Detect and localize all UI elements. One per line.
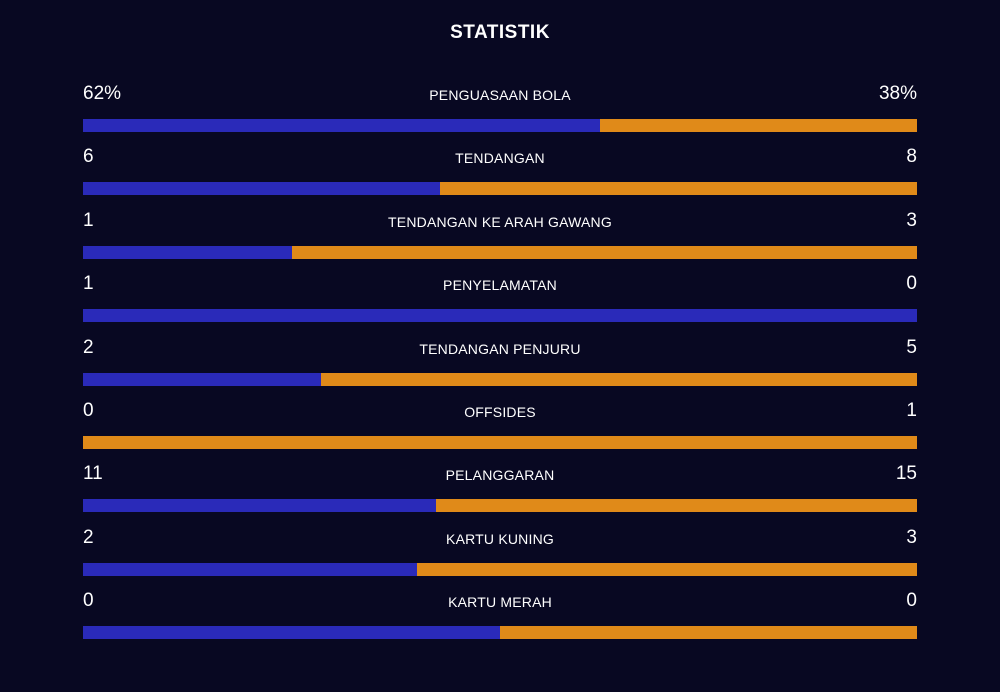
stat-header: 0 OFFSIDES 1 [83, 396, 917, 428]
away-value: 3 [906, 209, 917, 231]
stat-row: 6 TENDANGAN 8 [83, 142, 917, 205]
stat-label: KARTU MERAH [448, 594, 552, 611]
stat-header: 1 PENYELAMATAN 0 [83, 269, 917, 301]
away-value: 0 [906, 590, 917, 612]
away-value: 1 [906, 399, 917, 421]
stat-label: TENDANGAN PENJURU [419, 340, 581, 357]
stat-header: 0 KARTU MERAH 0 [83, 586, 917, 618]
home-value: 0 [83, 399, 94, 421]
home-value: 0 [83, 590, 94, 612]
away-value: 3 [906, 526, 917, 548]
stat-row: 2 KARTU KUNING 3 [83, 523, 917, 586]
home-value: 11 [83, 463, 103, 485]
comparison-bar [83, 562, 917, 576]
stat-label: PELANGGARAN [445, 467, 555, 484]
stat-header: 11 PELANGGARAN 15 [83, 459, 917, 491]
comparison-bar [83, 626, 917, 640]
home-value: 1 [83, 273, 94, 295]
stat-row: 1 PENYELAMATAN 0 [83, 269, 917, 332]
stat-row: 0 KARTU MERAH 0 [83, 586, 917, 649]
home-bar-fill [83, 245, 292, 259]
comparison-bar [83, 119, 917, 132]
home-bar-fill [83, 119, 601, 132]
away-value: 0 [906, 273, 917, 295]
comparison-bar [83, 182, 917, 196]
home-bar-fill [83, 499, 436, 513]
home-bar-fill [83, 182, 441, 196]
stat-label: TENDANGAN KE ARAH GAWANG [388, 213, 612, 230]
stat-row: 11 PELANGGARAN 15 [83, 459, 917, 522]
comparison-bar [83, 372, 917, 386]
home-value: 62% [83, 83, 122, 104]
comparison-bar [83, 435, 917, 449]
stat-header: 6 TENDANGAN 8 [83, 142, 917, 174]
home-bar-fill [83, 309, 917, 323]
home-bar-fill [83, 562, 417, 576]
comparison-bar [83, 309, 917, 323]
stat-label: PENGUASAAN BOLA [429, 87, 571, 103]
home-bar-fill [83, 626, 500, 640]
comparison-bar [83, 245, 917, 259]
stat-row: 62% PENGUASAAN BOLA 38% [83, 79, 917, 142]
home-bar-fill [83, 372, 322, 386]
stat-header: 2 TENDANGAN PENJURU 5 [83, 333, 917, 365]
comparison-bar [83, 499, 917, 513]
home-value: 2 [83, 526, 94, 548]
stat-row: 2 TENDANGAN PENJURU 5 [83, 333, 917, 396]
away-value: 15 [895, 463, 917, 485]
stat-label: PENYELAMATAN [443, 277, 557, 294]
home-value: 1 [83, 209, 94, 231]
stat-label: KARTU KUNING [446, 530, 554, 547]
home-value: 2 [83, 336, 94, 358]
stat-label: TENDANGAN [455, 150, 545, 167]
stat-header: 62% PENGUASAAN BOLA 38% [83, 79, 917, 111]
home-value: 6 [83, 146, 94, 168]
away-value: 38% [878, 83, 917, 104]
stats-list: 62% PENGUASAAN BOLA 38% 6 TENDANGAN 8 1 TENDANG… [83, 79, 917, 650]
stat-row: 0 OFFSIDES 1 [83, 396, 917, 459]
stat-header: 2 KARTU KUNING 3 [83, 523, 917, 555]
stat-label: OFFSIDES [464, 403, 536, 420]
page-title: STATISTIK [450, 22, 550, 43]
away-value: 8 [906, 146, 917, 168]
stat-header: 1 TENDANGAN KE ARAH GAWANG 3 [83, 206, 917, 238]
stat-row: 1 TENDANGAN KE ARAH GAWANG 3 [83, 206, 917, 269]
away-value: 5 [906, 336, 917, 358]
